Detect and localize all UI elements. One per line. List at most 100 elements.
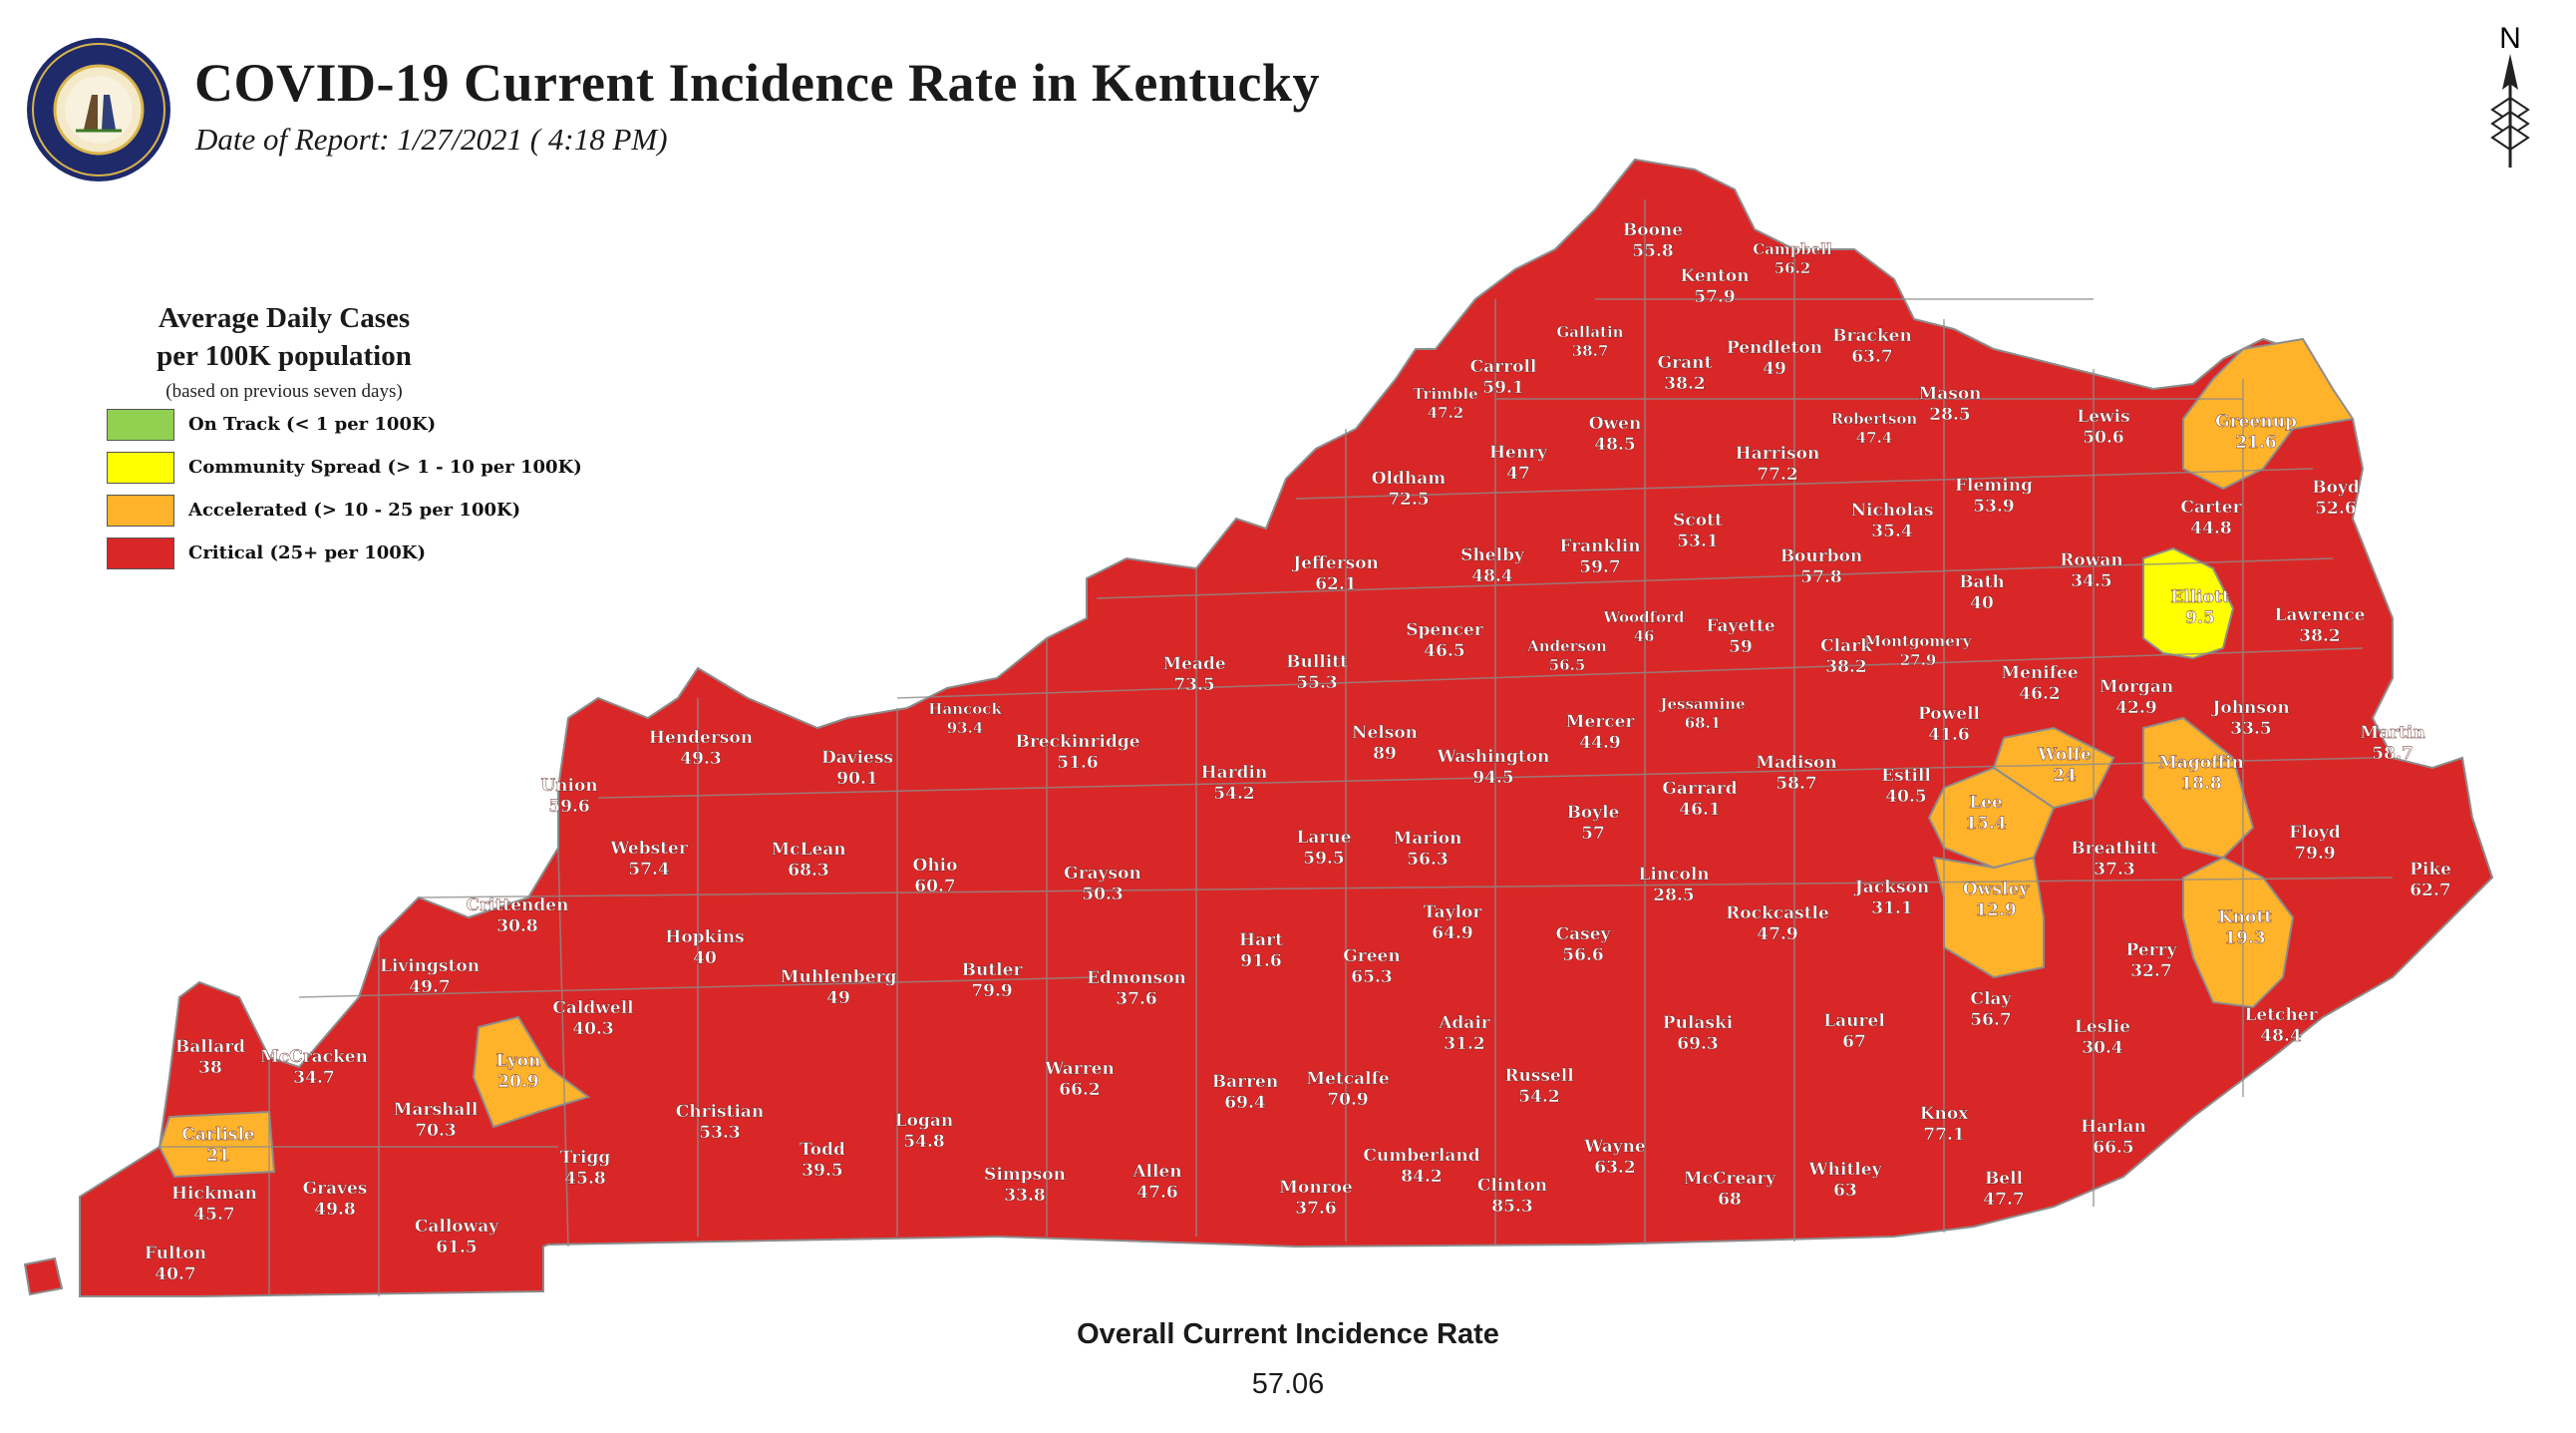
county-name: Clinton (1477, 1176, 1547, 1196)
county-name: Knott (2218, 907, 2272, 927)
county-rate: 27.9 (1900, 651, 1937, 669)
county-rate: 51.6 (1057, 753, 1098, 773)
county-name: Todd (800, 1140, 845, 1160)
county-rate: 56.3 (1407, 850, 1448, 870)
county-name: Jessamine (1658, 695, 1745, 713)
county-rate: 40.7 (155, 1264, 195, 1284)
legend-swatch (107, 537, 174, 569)
county-name: Franklin (1559, 537, 1640, 556)
county-rate: 56.2 (1774, 259, 1811, 277)
county-name: Boyd (2312, 478, 2360, 498)
county-name: McCreary (1684, 1169, 1776, 1189)
county-rate: 57.8 (1800, 567, 1841, 587)
report-date: Date of Report: 1/27/2021 ( 4:18 PM) (195, 122, 668, 157)
county-name: Bath (1959, 572, 2005, 592)
legend-label: Critical (25+ per 100K) (188, 542, 426, 563)
county-name: Henderson (649, 728, 753, 748)
county-rate: 50.6 (2083, 428, 2123, 448)
county-name: Monroe (1279, 1178, 1353, 1198)
county-borders (160, 199, 2394, 1296)
county-name: Russell (1504, 1066, 1574, 1086)
legend-swatch (107, 451, 174, 484)
county-name: Metcalfe (1306, 1069, 1390, 1089)
county-name: Hickman (171, 1184, 257, 1204)
county-name: Carter (2180, 498, 2242, 518)
county-name: Bell (1985, 1169, 2024, 1189)
county-rate: 59 (1729, 637, 1753, 657)
county-rate: 12.9 (1975, 900, 2016, 920)
county-rate: 47.4 (1856, 429, 1893, 447)
county-rate: 41.6 (1928, 725, 1969, 745)
county-name: Floyd (2289, 823, 2341, 843)
county-rate: 59.5 (1303, 849, 1344, 869)
county-name: Anderson (1526, 637, 1607, 655)
county-name: Meade (1162, 654, 1226, 674)
county-rate: 42.9 (2115, 698, 2156, 718)
county-name: McLean (771, 840, 845, 860)
county-name: Menifee (2001, 663, 2079, 683)
county-name: Magoffin (2158, 753, 2244, 773)
county-name: Elliott (2170, 587, 2230, 607)
county-rate: 38.2 (2299, 626, 2340, 646)
county-rate: 49.8 (314, 1200, 355, 1220)
county-name: Breathitt (2071, 839, 2158, 859)
county-rate: 48.4 (2260, 1026, 2302, 1046)
county-rate: 30.4 (2082, 1038, 2123, 1058)
county-name: Rockcastle (1726, 903, 1829, 923)
county-name: Woodford (1603, 608, 1685, 626)
county-name: Harlan (2081, 1117, 2146, 1137)
county-rate: 63 (1833, 1181, 1857, 1201)
county-rate: 46 (1634, 627, 1655, 645)
county-name: Perry (2126, 940, 2178, 960)
county-rate: 19.3 (2224, 928, 2265, 948)
county-name: Kenton (1680, 266, 1749, 286)
county-name: Martin (2360, 723, 2424, 743)
county-rate: 68 (1718, 1190, 1742, 1210)
county-name: Gallatin (1556, 323, 1623, 341)
county-name: Scott (1673, 511, 1723, 531)
county-name: Washington (1437, 747, 1550, 767)
county-rate: 47 (1506, 464, 1530, 484)
county-rate: 79.9 (971, 981, 1012, 1001)
legend-item-on-track: On Track (< 1 per 100K) (85, 403, 583, 446)
county-name: Oldham (1372, 469, 1447, 489)
county-rate: 79.9 (2294, 844, 2335, 864)
county-labels: Boone55.8Kenton57.9Campbell56.2Gallatin3… (145, 220, 2452, 1284)
county-name: Bullitt (1286, 652, 1348, 672)
county-name: Lincoln (1638, 865, 1709, 885)
county-rate: 90.1 (836, 769, 877, 789)
county-rate: 44.8 (2190, 519, 2231, 538)
county-rate: 63.7 (1851, 347, 1892, 367)
county-rate: 39.5 (802, 1161, 842, 1181)
county-rate: 58.7 (1775, 774, 1816, 794)
county-rate: 24 (2053, 766, 2077, 786)
county-rate: 70.9 (1327, 1090, 1368, 1110)
county-rate: 34.7 (293, 1068, 334, 1088)
county-rate: 30.8 (496, 916, 537, 936)
county-rate: 66.5 (2093, 1138, 2133, 1158)
county-rate: 37.6 (1295, 1199, 1336, 1219)
